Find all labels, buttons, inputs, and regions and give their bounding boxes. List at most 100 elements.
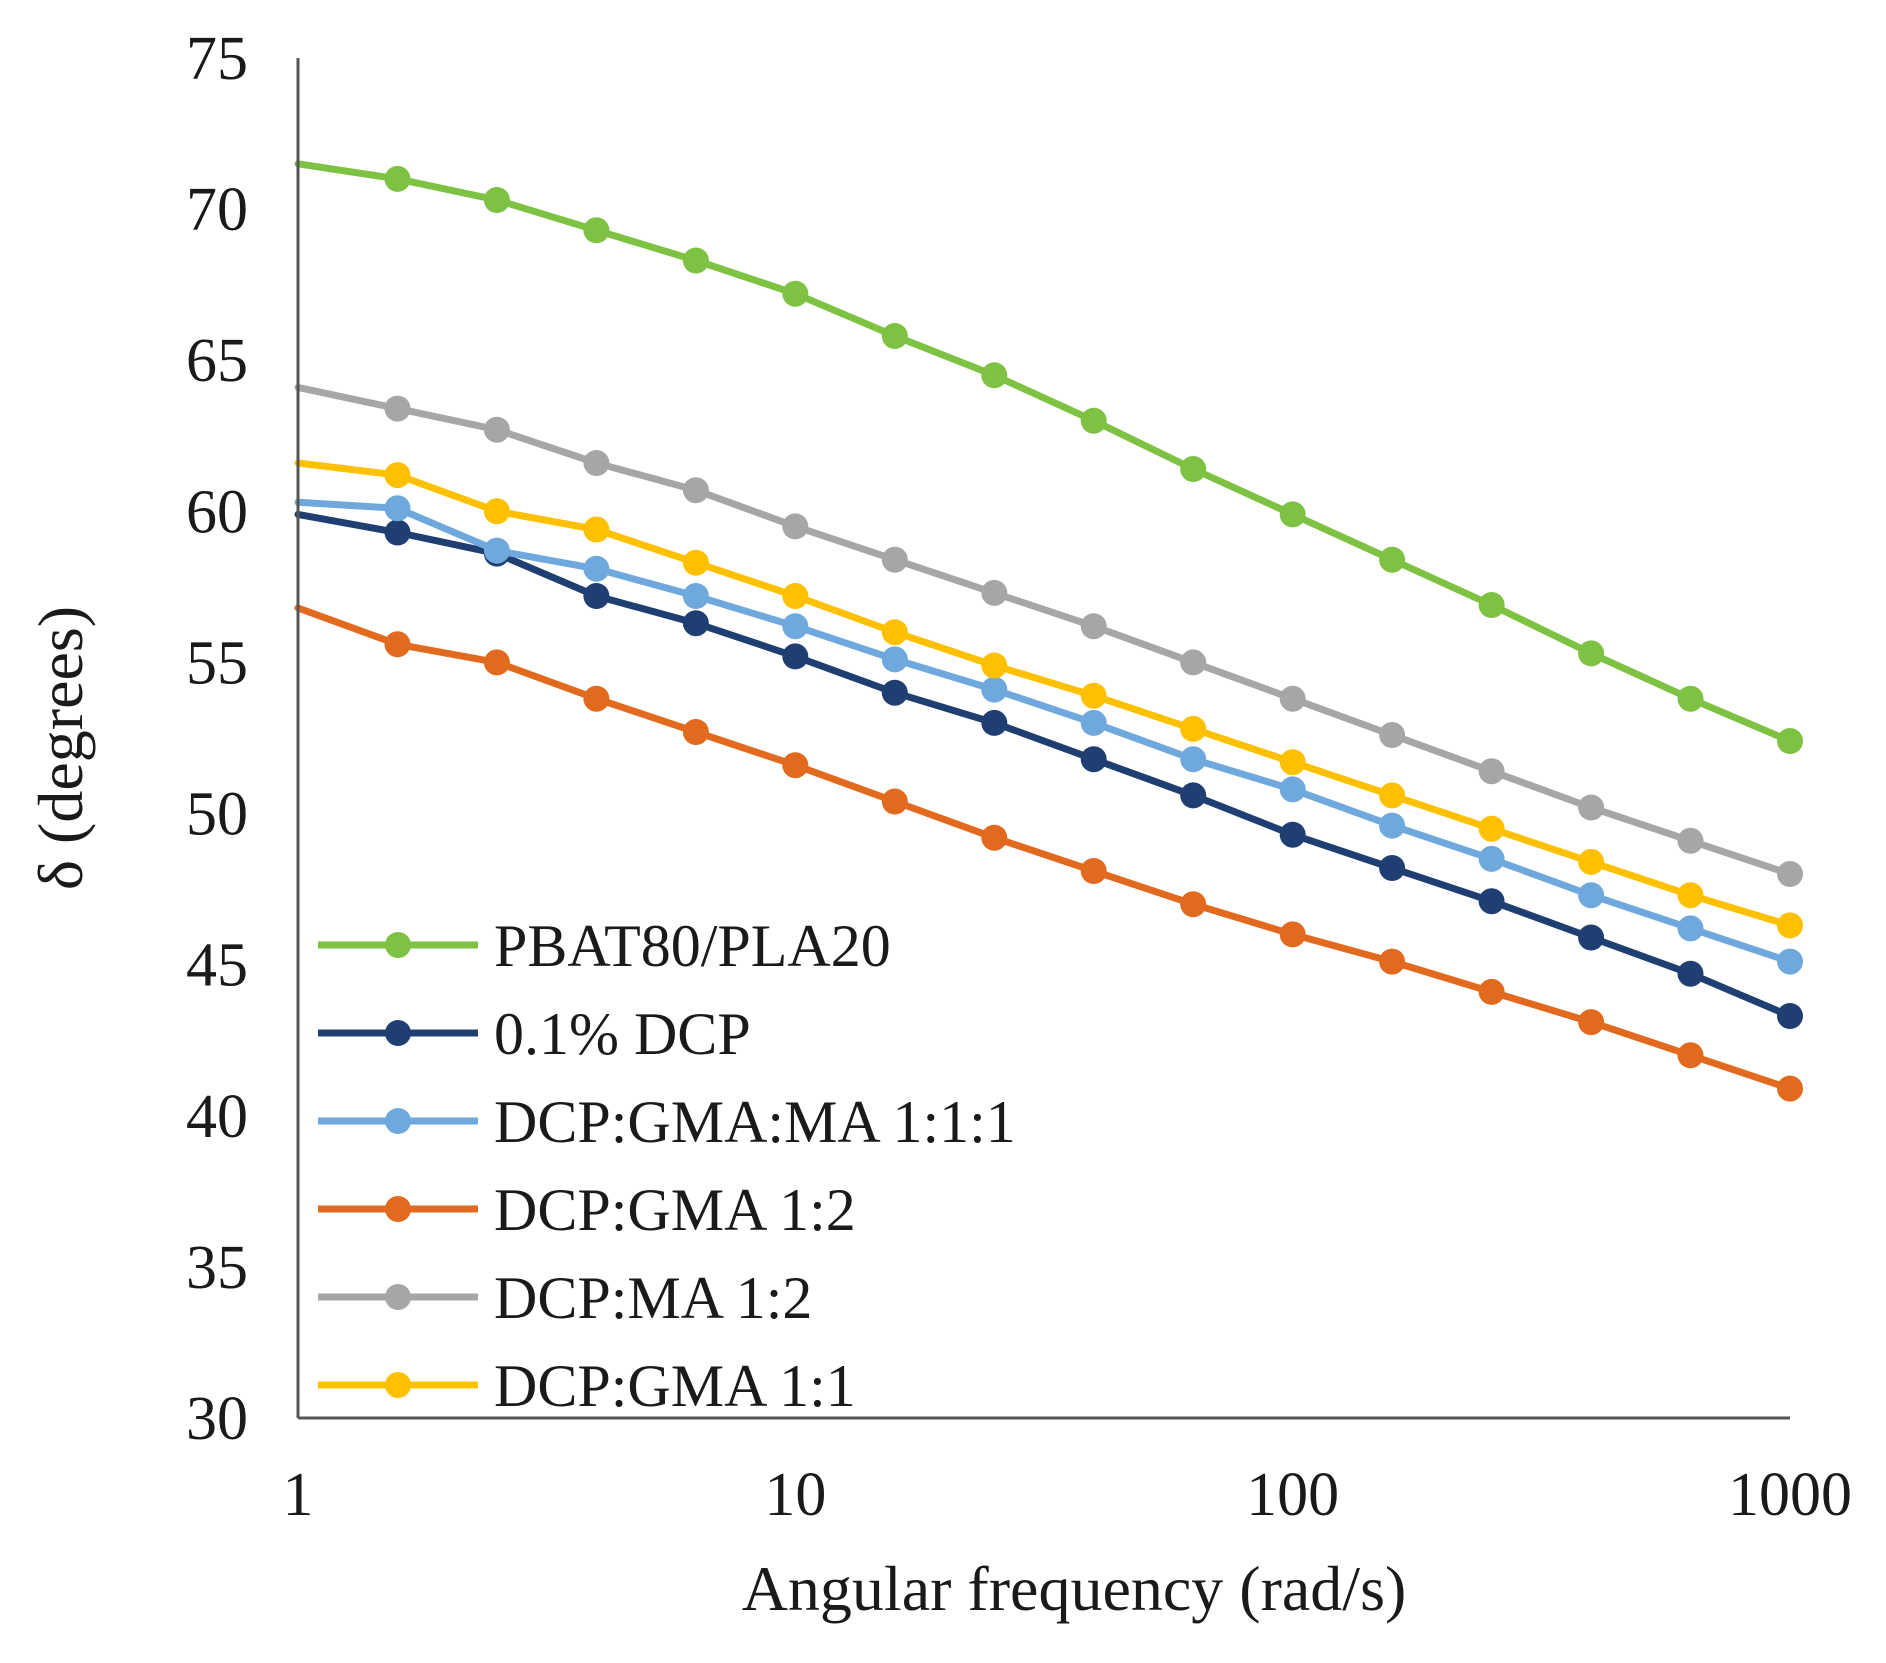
data-point xyxy=(1080,613,1107,640)
y-tick-label: 60 xyxy=(186,478,248,546)
data-point xyxy=(881,323,908,349)
data-point xyxy=(1478,758,1505,785)
y-tick-label: 55 xyxy=(186,629,248,697)
data-point xyxy=(483,416,510,443)
series-line xyxy=(294,459,1794,929)
data-point xyxy=(1677,685,1704,712)
data-point xyxy=(682,247,709,274)
data-point xyxy=(1777,861,1803,887)
x-axis-title: Angular frequency (rad/s) xyxy=(742,1553,1407,1624)
data-point xyxy=(1180,746,1207,773)
data-point xyxy=(1578,848,1605,875)
data-point xyxy=(1180,649,1207,676)
data-point xyxy=(682,610,709,637)
y-tick-labels: 30 35 40 45 50 55 60 65 70 75 xyxy=(186,25,248,1453)
data-point xyxy=(483,537,510,564)
legend-item: 0.1% DCP xyxy=(318,1001,751,1067)
data-point xyxy=(981,676,1008,703)
data-point xyxy=(483,649,510,676)
y-tick-label: 40 xyxy=(186,1083,248,1151)
data-point xyxy=(1080,746,1107,773)
y-tick-label: 65 xyxy=(186,327,248,395)
data-point xyxy=(1578,794,1605,821)
data-point xyxy=(583,450,610,476)
legend-swatch-marker xyxy=(385,1020,411,1046)
data-point xyxy=(583,583,610,609)
legend: PBAT80/PLA20 0.1% DCP DCP:GMA:MA 1:1:1 DCP:… xyxy=(318,913,1016,1419)
legend-label: DCP:GMA 1:1 xyxy=(494,1353,856,1419)
legend-label: DCP:GMA 1:2 xyxy=(494,1177,856,1243)
legend-label: DCP:GMA:MA 1:1:1 xyxy=(494,1089,1016,1155)
data-point xyxy=(1478,845,1505,872)
data-point xyxy=(1677,960,1704,987)
x-tick-labels: 1 10 100 1000 xyxy=(283,1461,1853,1529)
data-point xyxy=(782,513,809,540)
x-tick-label: 10 xyxy=(764,1461,826,1529)
data-point xyxy=(1478,978,1505,1005)
data-point xyxy=(782,613,809,640)
data-point xyxy=(1777,948,1803,975)
data-point xyxy=(1478,592,1505,618)
series-line xyxy=(294,510,1794,1020)
series-line xyxy=(294,383,1794,878)
x-tick-label: 1 xyxy=(283,1461,314,1529)
series-dcp-gma-1-1 xyxy=(294,459,1803,939)
data-point xyxy=(483,498,510,525)
data-point xyxy=(981,709,1008,736)
data-point xyxy=(1180,456,1207,482)
data-point xyxy=(1379,948,1406,975)
data-point xyxy=(1578,1009,1605,1036)
data-point xyxy=(1080,709,1107,736)
data-point xyxy=(1677,827,1704,854)
data-point xyxy=(1677,915,1704,942)
data-point xyxy=(583,555,610,582)
data-point xyxy=(981,824,1008,851)
data-point xyxy=(1677,882,1704,909)
legend-item: PBAT80/PLA20 xyxy=(318,913,891,979)
y-tick-label: 50 xyxy=(186,781,248,849)
series-dcp-gma-ma-1-1-1 xyxy=(294,495,1803,975)
data-point xyxy=(583,685,610,712)
legend-swatch-marker xyxy=(385,1284,411,1310)
data-point xyxy=(384,519,411,546)
y-tick-label: 45 xyxy=(186,932,248,1000)
data-point xyxy=(782,752,809,779)
data-point xyxy=(1379,812,1406,839)
data-point xyxy=(384,495,411,522)
data-point xyxy=(881,546,908,573)
data-point xyxy=(682,719,709,745)
data-point xyxy=(682,583,709,609)
data-point xyxy=(1478,888,1505,915)
legend-item: DCP:GMA:MA 1:1:1 xyxy=(318,1089,1016,1155)
series-line xyxy=(294,160,1794,745)
data-point xyxy=(1379,855,1406,881)
data-point xyxy=(881,646,908,673)
data-point xyxy=(1279,821,1306,848)
legend-label: 0.1% DCP xyxy=(494,1001,751,1067)
y-tick-label: 70 xyxy=(186,176,248,244)
data-point xyxy=(782,280,809,307)
data-point xyxy=(1180,891,1207,918)
data-point xyxy=(1578,640,1605,667)
legend-label: PBAT80/PLA20 xyxy=(494,913,891,979)
data-point xyxy=(583,516,610,543)
data-point xyxy=(1279,685,1306,712)
x-tick-label: 1000 xyxy=(1728,1461,1852,1529)
data-point xyxy=(1777,912,1803,939)
series-dcp-gma-1-2 xyxy=(294,604,1803,1102)
legend-swatch-marker xyxy=(385,1196,411,1222)
legend-label: DCP:MA 1:2 xyxy=(494,1265,812,1331)
data-point xyxy=(981,362,1008,389)
series-pbat80-pla20 xyxy=(294,160,1803,754)
data-point xyxy=(881,619,908,646)
y-axis-title: δ (degrees) xyxy=(25,606,96,890)
data-point xyxy=(1478,815,1505,842)
data-point xyxy=(583,217,610,244)
data-point xyxy=(881,679,908,706)
data-point xyxy=(782,583,809,609)
data-point xyxy=(1180,715,1207,742)
data-point xyxy=(1379,546,1406,573)
data-point xyxy=(1279,749,1306,776)
data-point xyxy=(1080,858,1107,884)
